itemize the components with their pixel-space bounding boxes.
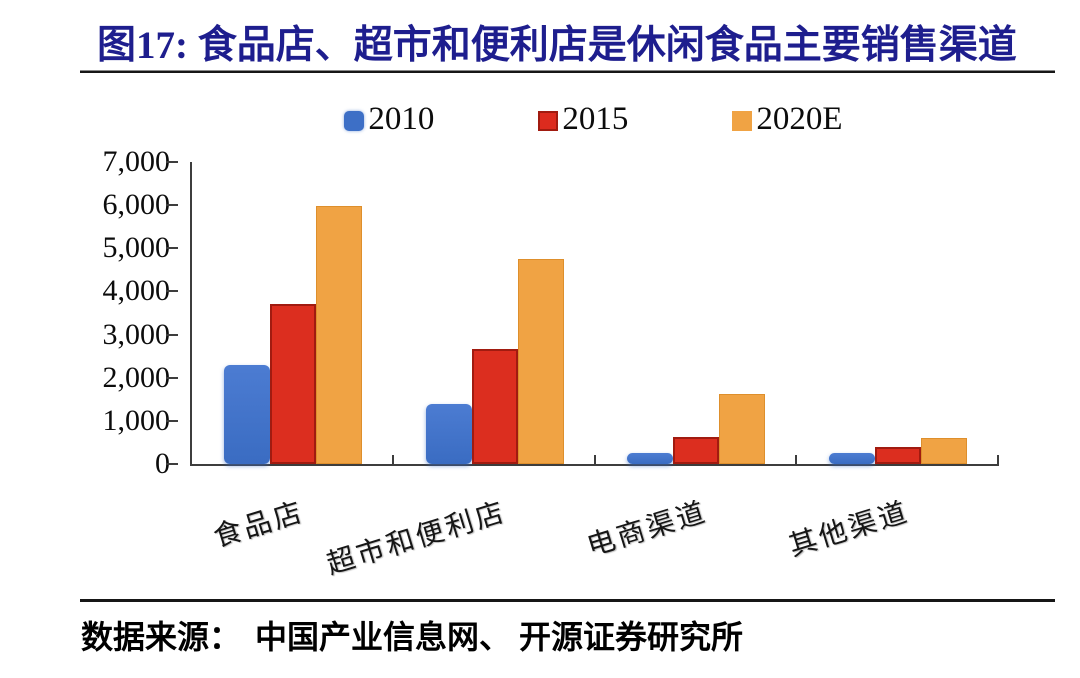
data-source-line: 数据来源： 中国产业信息网、 开源证券研究所 <box>81 612 743 658</box>
y-tick-mark <box>166 376 178 379</box>
x-tick-mark <box>795 455 798 464</box>
bar-2020E-食品店 <box>315 206 362 464</box>
bar-2015-超市和便利店 <box>471 349 518 464</box>
y-tick-label: 4,000 <box>102 274 171 308</box>
bar-2010-其他渠道 <box>829 453 876 464</box>
y-tick-mark <box>166 204 178 207</box>
legend-label: 2020E <box>756 101 843 137</box>
y-tick-mark <box>166 419 178 422</box>
y-tick-mark <box>166 463 178 465</box>
data-source-text: 中国产业信息网、 开源证券研究所 <box>255 619 744 655</box>
y-tick-mark <box>166 247 178 250</box>
bar-2015-其他渠道 <box>875 447 922 464</box>
bar-2010-电商渠道 <box>627 453 674 464</box>
y-tick-label: 1,000 <box>102 403 171 437</box>
bar-2010-超市和便利店 <box>425 404 472 464</box>
chart-legend: 2010 2015 2020E <box>190 100 997 142</box>
x-tick-mark <box>391 455 394 464</box>
x-category-label: 超市和便利店 <box>322 496 510 581</box>
y-tick-label: 0 <box>155 447 170 480</box>
legend-swatch-icon <box>538 111 559 131</box>
y-tick-label: 7,000 <box>102 145 171 178</box>
legend-swatch-icon <box>344 111 365 131</box>
y-tick-label: 5,000 <box>102 231 171 265</box>
y-tick-label: 2,000 <box>102 360 171 394</box>
bar-2020E-其他渠道 <box>921 438 968 464</box>
bar-chart-plot-area <box>190 162 999 466</box>
x-category-label: 食品店 <box>209 496 308 554</box>
y-tick-mark <box>166 161 178 163</box>
y-tick-mark <box>166 290 178 293</box>
bar-2015-食品店 <box>269 304 316 464</box>
x-category-label: 其他渠道 <box>785 496 914 563</box>
legend-item-2015: 2015 <box>538 103 628 139</box>
title-divider-rule <box>80 70 1055 73</box>
x-category-label: 电商渠道 <box>583 496 712 563</box>
y-tick-mark <box>166 333 178 336</box>
figure-title: 图17: 食品店、超市和便利店是休闲食品主要销售渠道 <box>97 24 1017 67</box>
bar-2020E-电商渠道 <box>719 394 766 464</box>
legend-item-2020E: 2020E <box>732 101 843 139</box>
legend-swatch-icon <box>732 111 753 131</box>
bar-2020E-超市和便利店 <box>517 259 564 464</box>
legend-item-2010: 2010 <box>344 103 434 139</box>
data-source-label: 数据来源： <box>81 619 242 655</box>
y-axis: 0 1,000 2,000 3,000 4,000 5,000 6,000 7,000 <box>0 145 178 480</box>
source-divider-rule <box>80 599 1055 602</box>
y-tick-label: 6,000 <box>102 188 171 222</box>
y-tick-label: 3,000 <box>102 317 171 351</box>
legend-label: 2015 <box>562 101 629 137</box>
bar-2015-电商渠道 <box>673 437 720 464</box>
x-tick-mark <box>593 455 596 464</box>
legend-label: 2010 <box>368 101 435 137</box>
x-tick-mark <box>997 455 999 464</box>
bar-2010-食品店 <box>223 365 270 464</box>
